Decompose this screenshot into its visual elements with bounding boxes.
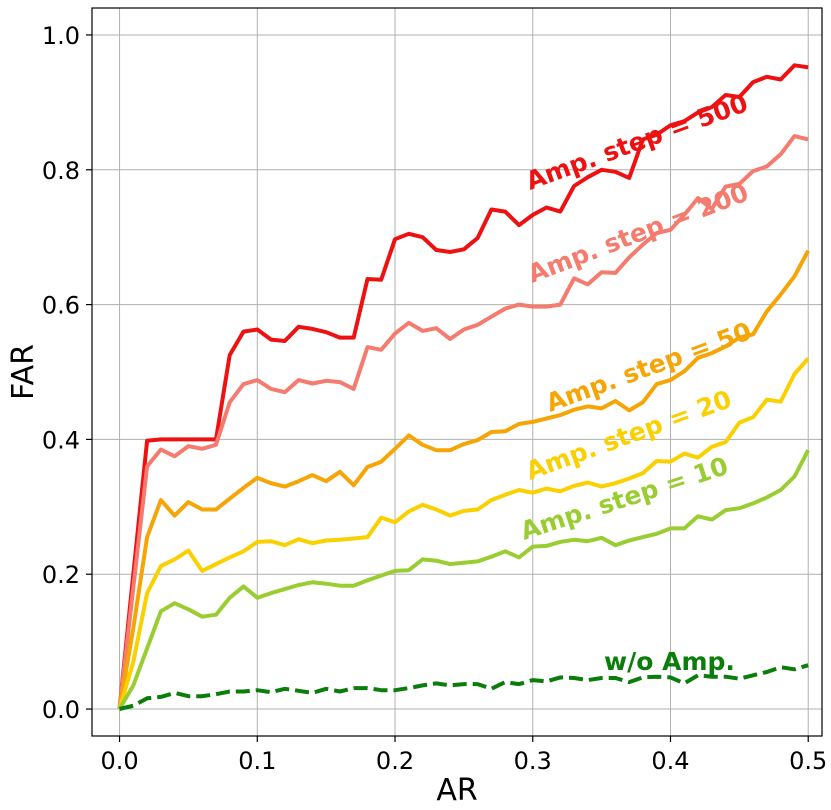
series-line <box>117 63 809 710</box>
x-tick-label: 0.1 <box>238 747 276 775</box>
x-tick-label: 0.2 <box>376 747 414 775</box>
series-lines <box>117 63 810 711</box>
y-tick-label: 0.6 <box>42 292 80 320</box>
series-line <box>117 134 809 710</box>
series-label: Amp. step = 200 <box>524 178 753 289</box>
series-label: Amp. step = 500 <box>522 88 752 195</box>
x-axis-label: AR <box>436 773 477 808</box>
plot-frame <box>91 7 823 737</box>
y-tick-label: 0.8 <box>42 157 80 185</box>
axis-ticks: 0.0 0.1 0.2 0.3 0.4 0.5 0.0 0.2 0.4 0.6 0.8 1.0 <box>42 22 827 775</box>
series-line <box>117 357 810 710</box>
x-tick-label: 0.4 <box>651 747 689 775</box>
y-axis-label: FAR <box>6 344 41 400</box>
grid <box>92 8 822 736</box>
series-label: w/o Amp. <box>604 647 735 676</box>
series-line <box>117 449 810 711</box>
y-tick-label: 0.0 <box>42 696 80 724</box>
x-tick-label: 0.3 <box>514 747 552 775</box>
y-tick-label: 1.0 <box>42 22 80 50</box>
y-tick-label: 0.2 <box>42 561 80 589</box>
series-line <box>117 249 810 710</box>
series-line <box>119 663 809 711</box>
x-tick-label: 0.0 <box>100 747 138 775</box>
x-tick-label: 0.5 <box>789 747 827 775</box>
y-tick-label: 0.4 <box>42 426 80 454</box>
